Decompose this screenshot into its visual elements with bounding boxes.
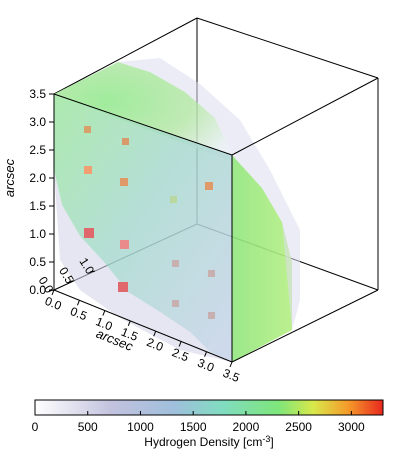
x-tick-label-0: 0.0 xyxy=(43,294,64,313)
y-axis-label: arcsec xyxy=(2,158,17,197)
colorbar-tick-label-2: 1000 xyxy=(127,420,154,434)
y-tick-label-1: 0.5 xyxy=(29,255,46,269)
volume-front-face xyxy=(54,94,232,362)
x-tick-label-7: 3.5 xyxy=(221,366,242,385)
x-tick-label-4: 2.0 xyxy=(145,335,166,354)
volume-haze xyxy=(118,58,300,330)
x-tick-mark-2 xyxy=(102,310,106,316)
y-tick-label-6: 3.0 xyxy=(29,115,46,129)
y-tick-label-3: 1.5 xyxy=(29,199,46,213)
volume-top-face xyxy=(54,62,232,160)
x-tick-mark-1 xyxy=(76,300,80,306)
cube-front-edges xyxy=(53,77,379,363)
volume-hotspots xyxy=(84,126,215,319)
colorbar-tick-label-6: 3000 xyxy=(338,420,365,434)
x-tick-label-5: 2.5 xyxy=(170,345,191,364)
y-tick-label-5: 2.5 xyxy=(29,143,46,157)
x-tick-label-1: 0.5 xyxy=(68,304,89,323)
x-tick-label-3: 1.5 xyxy=(119,325,140,344)
volume-side-face xyxy=(232,155,292,362)
axis-ticks: 0.00.51.01.52.02.53.03.50.00.51.01.52.02… xyxy=(29,87,242,385)
x-tick-mark-3 xyxy=(127,320,131,327)
colorbar-gradient xyxy=(34,399,384,416)
y-tick-label-4: 2.0 xyxy=(29,171,46,185)
y-tick-label-7: 3.5 xyxy=(29,87,46,101)
colorbar-tick-label-4: 2000 xyxy=(233,420,260,434)
x-tick-mark-6 xyxy=(204,351,208,357)
colorbar-title: Hydrogen Density [cm-3] xyxy=(144,434,273,449)
colorbar-ticks: 0 500 1000 1500 2000 2500 3000 xyxy=(32,411,365,434)
x-tick-mark-7 xyxy=(229,361,233,368)
x-tick-label-2: 1.0 xyxy=(94,314,115,333)
z-tick-mark-1 xyxy=(69,280,75,283)
x-tick-mark-5 xyxy=(178,341,182,347)
colorbar-tick-label-1: 500 xyxy=(78,420,98,434)
x-tick-mark-0 xyxy=(51,289,55,296)
x-tick-mark-4 xyxy=(153,330,157,337)
z-tick-mark-2 xyxy=(89,270,95,273)
x-tick-label-6: 3.0 xyxy=(195,356,216,375)
volume-lower-haze xyxy=(54,170,232,362)
y-tick-label-0: 0.0 xyxy=(29,283,46,297)
z-tick-mark-0 xyxy=(48,289,55,292)
colorbar-tick-label-0: 0 xyxy=(32,420,39,434)
density-volume xyxy=(54,58,300,362)
colorbar-tick-label-3: 1500 xyxy=(180,420,207,434)
colorbar-tick-label-5: 2500 xyxy=(285,420,312,434)
colorbar: 0 500 1000 1500 2000 2500 3000 Hydrogen Densit… xyxy=(32,399,384,449)
y-tick-label-2: 1.0 xyxy=(29,227,46,241)
